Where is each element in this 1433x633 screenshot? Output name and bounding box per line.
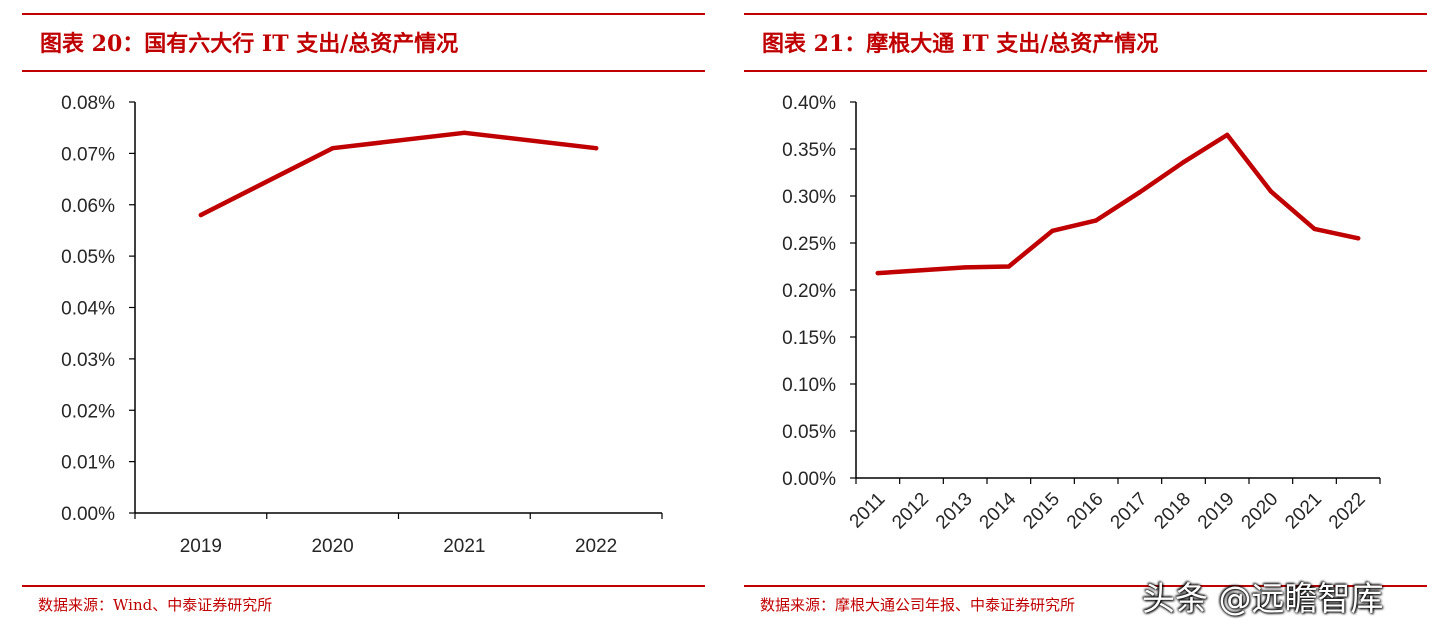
x-tick-label: 2017 bbox=[1107, 489, 1152, 534]
source-note: 数据来源：摩根大通公司年报、中泰证券研究所 bbox=[760, 596, 1076, 614]
bottom-rule bbox=[744, 585, 1427, 587]
y-tick-label: 0.00% bbox=[61, 504, 115, 525]
y-tick-label: 0.04% bbox=[61, 299, 115, 320]
y-tick-label: 0.15% bbox=[782, 328, 836, 349]
x-tick-label: 2016 bbox=[1063, 489, 1108, 534]
y-tick-label: 0.02% bbox=[61, 401, 115, 422]
x-tick-label: 2011 bbox=[846, 489, 890, 533]
data-point bbox=[593, 146, 599, 151]
x-tick-label: 2020 bbox=[1238, 489, 1283, 534]
title-rule bbox=[22, 70, 705, 72]
y-tick-label: 0.35% bbox=[782, 140, 836, 161]
x-tick-label: 2018 bbox=[1150, 489, 1195, 534]
y-tick-label: 0.05% bbox=[61, 247, 115, 268]
line-chart-svg: 0.00% 0.05% 0.10% 0.15% 0.20% 0.25% 0.30% 0.35%… bbox=[782, 93, 1381, 534]
y-tick-label: 0.40% bbox=[782, 93, 836, 114]
data-point bbox=[1355, 236, 1361, 241]
x-tick-label: 2019 bbox=[1194, 489, 1239, 534]
series-line bbox=[875, 132, 1361, 276]
data-point bbox=[1312, 226, 1317, 232]
top-rule bbox=[744, 13, 1427, 15]
x-tick-label: 2022 bbox=[575, 536, 617, 557]
data-point bbox=[919, 268, 924, 273]
data-point bbox=[1224, 132, 1230, 138]
data-point bbox=[198, 212, 204, 218]
data-point bbox=[462, 130, 467, 136]
chart-panel-left: 图表 20：国有六大行 IT 支出/总资产情况 0.00% 0.01% 0.02% 0… bbox=[22, 0, 705, 633]
y-tick-label: 0.00% bbox=[782, 469, 836, 490]
x-tick-label: 2012 bbox=[888, 489, 933, 534]
bottom-rule bbox=[22, 585, 705, 587]
figure-title: 图表 21：摩根大通 IT 支出/总资产情况 bbox=[762, 31, 1159, 57]
data-point bbox=[962, 265, 968, 270]
data-point bbox=[1268, 189, 1274, 194]
data-point bbox=[1093, 218, 1099, 223]
y-tick-label: 0.08% bbox=[61, 93, 115, 114]
data-point bbox=[1006, 264, 1012, 269]
watermark: 头条 @远瞻智库 bbox=[1142, 579, 1384, 618]
series-line bbox=[198, 130, 599, 218]
data-point bbox=[875, 270, 881, 276]
y-tick-label: 0.01% bbox=[61, 453, 115, 474]
title-rule bbox=[744, 70, 1427, 72]
y-tick-label: 0.07% bbox=[61, 144, 115, 165]
y-tick-label: 0.06% bbox=[61, 196, 115, 217]
x-tick-label: 2021 bbox=[443, 536, 485, 557]
y-tick-label: 0.25% bbox=[782, 234, 836, 255]
x-tick-label: 2022 bbox=[1325, 489, 1370, 534]
y-tick-label: 0.05% bbox=[782, 422, 836, 443]
line-chart-svg: 0.00% 0.01% 0.02% 0.03% 0.04% 0.05% 0.06% 0.07%… bbox=[61, 93, 663, 557]
x-tick-label: 2013 bbox=[932, 489, 977, 534]
y-tick-label: 0.20% bbox=[782, 281, 836, 302]
top-rule bbox=[22, 13, 705, 15]
x-tick-label: 2020 bbox=[311, 536, 353, 557]
figure-title: 图表 20：国有六大行 IT 支出/总资产情况 bbox=[40, 31, 459, 57]
x-tick-label: 2019 bbox=[180, 536, 222, 557]
y-tick-label: 0.03% bbox=[61, 350, 115, 371]
data-point bbox=[330, 146, 335, 151]
chart-panel-right: 图表 21：摩根大通 IT 支出/总资产情况 0.00% 0.05% 0.10% 0.… bbox=[744, 0, 1427, 633]
data-point bbox=[1050, 228, 1055, 233]
data-point bbox=[1137, 190, 1143, 195]
source-note: 数据来源：Wind、中泰证券研究所 bbox=[38, 596, 273, 614]
data-point bbox=[1181, 159, 1186, 165]
x-tick-label: 2021 bbox=[1281, 489, 1326, 534]
y-tick-label: 0.30% bbox=[782, 187, 836, 208]
y-tick-label: 0.10% bbox=[782, 375, 836, 396]
x-tick-label: 2014 bbox=[976, 488, 1021, 533]
x-tick-label: 2015 bbox=[1019, 489, 1064, 534]
